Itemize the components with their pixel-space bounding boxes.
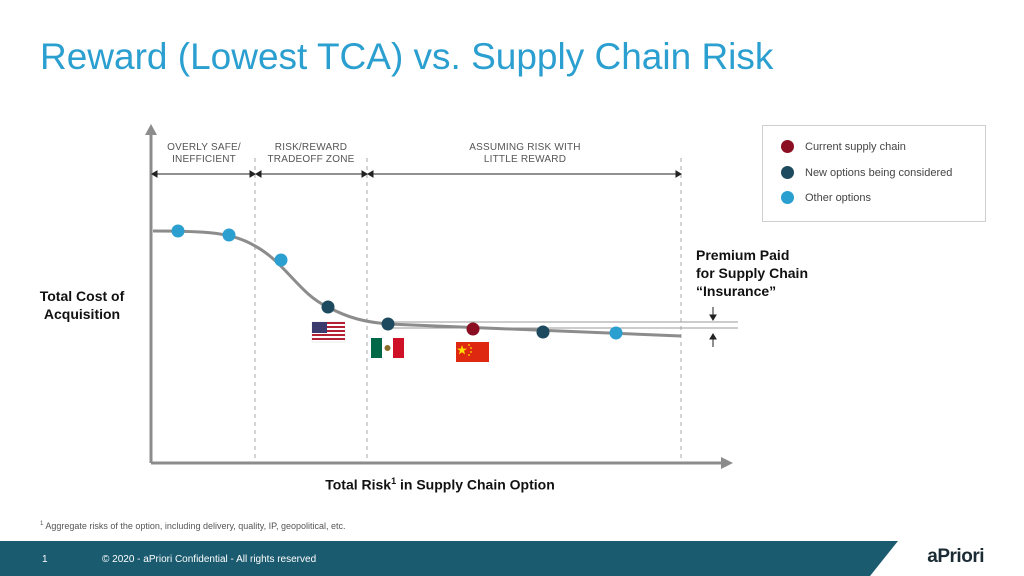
footer: 1 © 2020 - aPriori Confidential - All ri… bbox=[0, 541, 1024, 576]
new-option-marker-icon bbox=[781, 166, 794, 179]
premium-arrows bbox=[709, 307, 717, 347]
x-axis-label: Total Risk1 in Supply Chain Option bbox=[290, 476, 590, 493]
legend-item-current: Current supply chain bbox=[781, 140, 906, 153]
y-axis-arrow-icon bbox=[145, 124, 157, 135]
data-point-other bbox=[274, 253, 288, 267]
footnote-text: Aggregate risks of the option, including… bbox=[43, 521, 346, 531]
data-point-other bbox=[222, 228, 236, 242]
page-title: Reward (Lowest TCA) vs. Supply Chain Ris… bbox=[40, 36, 774, 77]
chart bbox=[145, 124, 738, 469]
data-point-current bbox=[466, 322, 480, 336]
data-point-new bbox=[381, 317, 395, 331]
apriori-logo: aPriori bbox=[927, 546, 984, 567]
page-number: 1 bbox=[42, 554, 48, 565]
us-flag bbox=[311, 321, 346, 343]
zone-label-line: ASSUMING RISK WITH bbox=[469, 142, 581, 153]
legend: Current supply chain New options being c… bbox=[762, 125, 986, 222]
x-axis-label-suffix: in Supply Chain Option bbox=[396, 476, 555, 493]
data-point-new bbox=[321, 300, 335, 314]
copyright-text: © 2020 - aPriori Confidential - All righ… bbox=[102, 554, 317, 565]
premium-annotation-line: Premium Paid bbox=[696, 247, 790, 263]
zone-label-line: LITTLE REWARD bbox=[483, 154, 567, 165]
premium-annotation-line: for Supply Chain bbox=[696, 265, 808, 281]
footnote-mark: 1 bbox=[40, 521, 44, 527]
zone-arrows bbox=[151, 170, 682, 178]
zone-label-line: RISK/REWARD bbox=[274, 142, 348, 153]
china-flag bbox=[456, 342, 489, 362]
legend-label: Current supply chain bbox=[805, 140, 906, 153]
zone-label-line: TRADEOFF ZONE bbox=[267, 154, 355, 165]
zone-label-line: OVERLY SAFE/ bbox=[167, 142, 241, 153]
data-point-other bbox=[609, 326, 623, 340]
footnote: 1 Aggregate risks of the option, includi… bbox=[40, 521, 346, 531]
current-marker-icon bbox=[781, 140, 794, 153]
x-axis-label-footnote-mark: 1 bbox=[391, 476, 397, 486]
cost-curve bbox=[152, 229, 682, 338]
footer-bar bbox=[0, 541, 898, 576]
legend-label: New options being considered bbox=[805, 166, 953, 179]
legend-label: Other options bbox=[805, 191, 872, 204]
y-axis-label: Total Cost of Acquisition bbox=[39, 288, 125, 322]
legend-item-new: New options being considered bbox=[781, 166, 952, 179]
data-points bbox=[171, 224, 623, 340]
data-point-new bbox=[536, 325, 550, 339]
legend-item-other: Other options bbox=[781, 191, 871, 204]
zone-label-overly-safe: OVERLY SAFE/ INEFFICIENT bbox=[156, 142, 252, 166]
zone-label-little-reward: ASSUMING RISK WITH LITTLE REWARD bbox=[410, 142, 640, 166]
premium-annotation: Premium Paid for Supply Chain “Insurance… bbox=[696, 246, 808, 300]
zone-label-tradeoff: RISK/REWARD TRADEOFF ZONE bbox=[258, 142, 364, 166]
data-point-other bbox=[171, 224, 185, 238]
zone-label-line: INEFFICIENT bbox=[172, 154, 236, 165]
premium-annotation-line: “Insurance” bbox=[696, 283, 777, 299]
x-axis-arrow-icon bbox=[721, 457, 733, 469]
mexico-flag bbox=[371, 338, 404, 358]
other-option-marker-icon bbox=[781, 191, 794, 204]
x-axis-label-text: Total Risk bbox=[325, 476, 392, 493]
